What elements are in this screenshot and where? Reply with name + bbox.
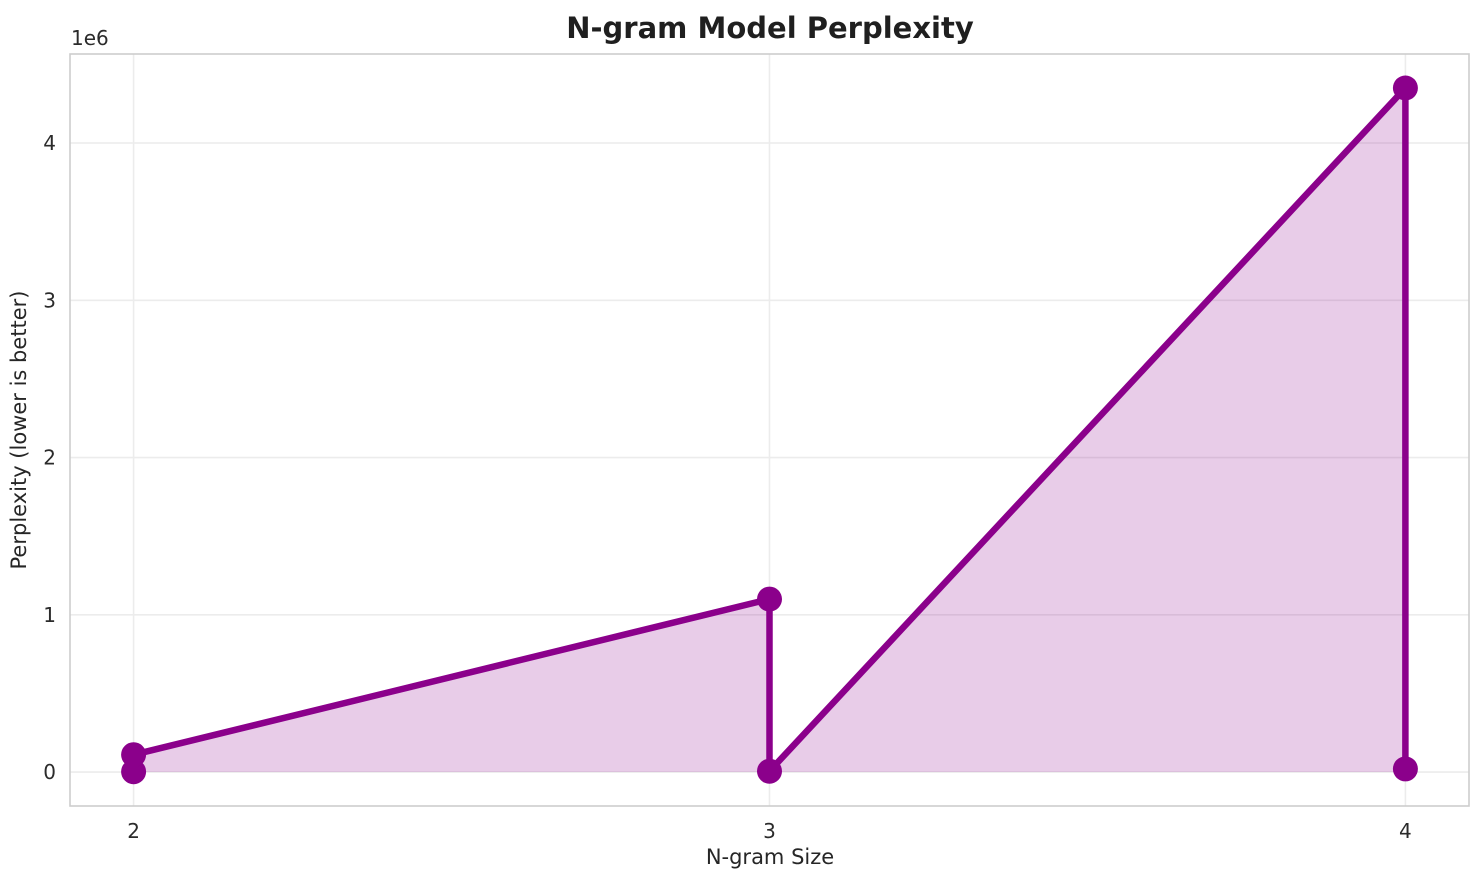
y-tick-label: 3	[43, 288, 56, 312]
data-point-marker	[1392, 756, 1418, 782]
axes-spines	[69, 53, 1470, 807]
data-point-marker	[757, 758, 782, 784]
data-point-marker	[1392, 75, 1418, 101]
y-tick-label: 1	[43, 603, 56, 627]
series-area-fill	[133, 88, 1406, 772]
x-tick-label: 4	[1399, 819, 1412, 843]
y-axis-offset-label: 1e6	[71, 26, 109, 50]
y-tick-label: 4	[43, 131, 56, 155]
y-tick-label: 2	[43, 446, 56, 470]
data-point-marker	[757, 586, 782, 612]
data-point-marker	[121, 742, 147, 768]
plot-area: 0 1 2 3 4 2 3 4	[43, 53, 1470, 843]
y-tick-label: 0	[43, 760, 56, 784]
x-axis-label: N-gram Size	[706, 845, 834, 869]
x-tick-label: 2	[127, 819, 140, 843]
chart-title: N-gram Model Perplexity	[566, 11, 974, 45]
y-axis-label: Perplexity (lower is better)	[7, 291, 31, 570]
x-tick-label: 3	[763, 819, 776, 843]
